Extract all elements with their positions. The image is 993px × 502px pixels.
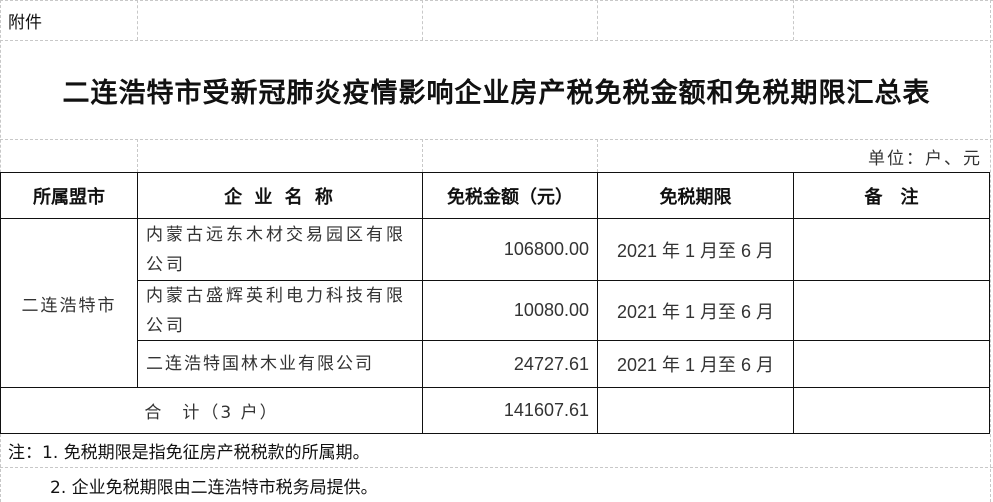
gridline [0, 40, 993, 41]
company-name: 内蒙古远东木材交易园区有限公司 [137, 218, 423, 281]
header-period: 免税期限 [597, 172, 794, 219]
total-remark-cell [793, 387, 990, 434]
remark-cell [793, 340, 990, 388]
amount-cell: 106800.00 [422, 218, 598, 281]
gridline [0, 467, 993, 468]
unit-label: 单位：户、元 [868, 148, 982, 169]
remark-cell [793, 218, 990, 281]
total-amount: 141607.61 [422, 387, 598, 434]
gridline [137, 139, 138, 172]
company-name: 内蒙古盛辉英利电力科技有限公司 [137, 280, 423, 341]
company-name: 二连浩特国林木业有限公司 [137, 340, 423, 388]
city-cell: 二连浩特市 [0, 218, 138, 388]
gridline [137, 0, 138, 40]
header-amount: 免税金额（元） [422, 172, 598, 219]
gridline [793, 0, 794, 40]
amount-cell: 24727.61 [422, 340, 598, 388]
gridline [422, 0, 423, 40]
attachment-label: 附件 [8, 12, 42, 33]
header-city: 所属盟市 [0, 172, 138, 219]
page-title: 二连浩特市受新冠肺炎疫情影响企业房产税免税金额和免税期限汇总表 [62, 77, 931, 109]
header-remark: 备 注 [793, 172, 990, 219]
remark-cell [793, 280, 990, 341]
total-period-cell [597, 387, 794, 434]
gridline [597, 139, 598, 172]
header-company: 企 业 名 称 [137, 172, 423, 219]
gridline [0, 0, 993, 1]
note-2: 2. 企业免税期限由二连浩特市税务局提供。 [50, 477, 378, 498]
total-label: 合 计（3 户） [0, 387, 423, 434]
gridline [422, 139, 423, 172]
gridline [0, 139, 993, 140]
period-cell: 2021 年 1 月至 6 月 [597, 218, 794, 281]
period-cell: 2021 年 1 月至 6 月 [597, 280, 794, 341]
note-1: 注：1. 免税期限是指免征房产税税款的所属期。 [8, 443, 370, 463]
gridline [597, 0, 598, 40]
period-cell: 2021 年 1 月至 6 月 [597, 340, 794, 388]
amount-cell: 10080.00 [422, 280, 598, 341]
gridline [990, 0, 991, 502]
